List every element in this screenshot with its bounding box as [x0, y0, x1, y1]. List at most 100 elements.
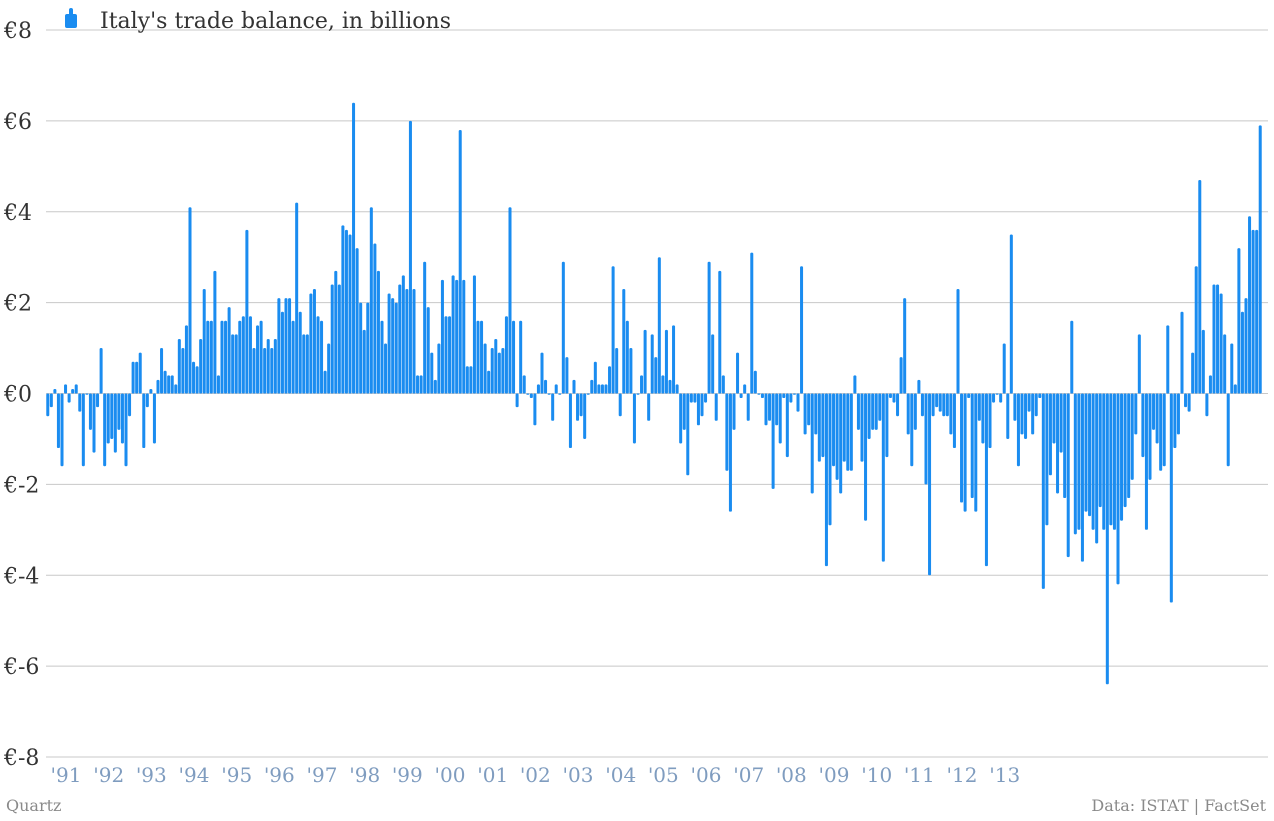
bar	[408, 120, 412, 394]
bar	[860, 393, 864, 462]
bar	[782, 393, 786, 399]
bar	[380, 320, 384, 394]
bar	[970, 393, 974, 499]
bar	[1226, 393, 1230, 467]
bar	[320, 320, 324, 394]
bar	[700, 393, 704, 417]
bar	[67, 393, 71, 403]
bar	[1084, 393, 1088, 512]
bar	[1205, 393, 1209, 417]
bar	[835, 393, 839, 480]
bar	[1109, 393, 1113, 526]
bar	[1127, 393, 1131, 499]
bar	[465, 366, 469, 394]
bar	[1255, 229, 1259, 394]
bar	[416, 375, 420, 394]
y-tick-label: €6	[3, 110, 32, 135]
x-tick-label: '00	[435, 763, 466, 787]
bar	[1116, 393, 1120, 585]
bar	[736, 352, 740, 394]
bar	[398, 284, 402, 394]
bar	[974, 393, 978, 512]
bar	[78, 393, 82, 412]
bar	[138, 352, 142, 394]
bar	[647, 393, 651, 421]
bar	[1169, 393, 1173, 603]
bar	[106, 393, 110, 444]
bar	[789, 393, 793, 403]
bar	[327, 343, 331, 394]
bar	[540, 352, 544, 394]
bar	[1024, 393, 1028, 439]
bar	[824, 393, 828, 567]
bar	[184, 325, 188, 394]
bar	[967, 393, 971, 399]
bar	[625, 320, 629, 394]
bar	[913, 393, 917, 430]
bar	[526, 393, 530, 395]
bar	[1102, 393, 1106, 530]
bar	[152, 393, 156, 444]
bar	[1216, 284, 1220, 394]
bar	[376, 270, 380, 394]
bar	[1088, 393, 1092, 517]
bar	[842, 393, 846, 462]
bar	[120, 393, 124, 444]
bar	[622, 288, 626, 394]
x-tick-label: '95	[221, 763, 252, 787]
bar	[1137, 334, 1141, 394]
bar	[977, 393, 981, 421]
bar	[785, 393, 789, 458]
bar	[231, 334, 235, 394]
bar	[1152, 393, 1156, 430]
x-tick-label: '97	[307, 763, 338, 787]
bar	[323, 370, 327, 394]
bar	[771, 393, 775, 489]
bar	[1006, 393, 1010, 439]
bar	[149, 388, 153, 394]
bar	[508, 207, 512, 394]
bar	[316, 316, 320, 394]
x-axis-ticks: '91 '92 '93 '94 '95 '96 '97 '98 '99 '00 '01 '02 '03 '…	[51, 763, 1021, 787]
bar	[92, 393, 96, 453]
bar	[234, 334, 238, 394]
bar	[426, 307, 430, 394]
bar	[874, 393, 878, 430]
bar	[664, 329, 668, 394]
bar	[583, 393, 587, 439]
bar	[1048, 393, 1052, 476]
bar	[1063, 393, 1067, 499]
bar	[195, 366, 199, 394]
bar	[529, 393, 533, 399]
bar	[373, 243, 377, 394]
bar	[177, 338, 181, 394]
x-tick-label: '04	[605, 763, 636, 787]
y-tick-label: €8	[3, 19, 32, 44]
bar	[60, 393, 64, 467]
bar	[579, 393, 583, 417]
bars	[46, 102, 1262, 685]
bar	[394, 302, 398, 394]
bar	[156, 379, 160, 394]
x-tick-label: '02	[520, 763, 551, 787]
bar	[455, 279, 459, 394]
bar	[686, 393, 690, 476]
legend-swatch-cap	[69, 8, 73, 16]
bar	[935, 393, 939, 408]
bar	[764, 393, 768, 426]
bar	[1258, 125, 1262, 394]
bar	[800, 266, 804, 394]
bar	[906, 393, 910, 435]
bar	[451, 275, 455, 394]
bar	[568, 393, 572, 449]
bar	[167, 375, 171, 394]
bar	[1208, 375, 1212, 394]
bar	[1120, 393, 1124, 521]
bar	[586, 393, 590, 395]
bar	[437, 343, 441, 394]
bar	[757, 393, 761, 395]
x-tick-label: '94	[179, 763, 210, 787]
bar	[753, 370, 757, 394]
bar	[721, 375, 725, 394]
bar	[960, 393, 964, 503]
